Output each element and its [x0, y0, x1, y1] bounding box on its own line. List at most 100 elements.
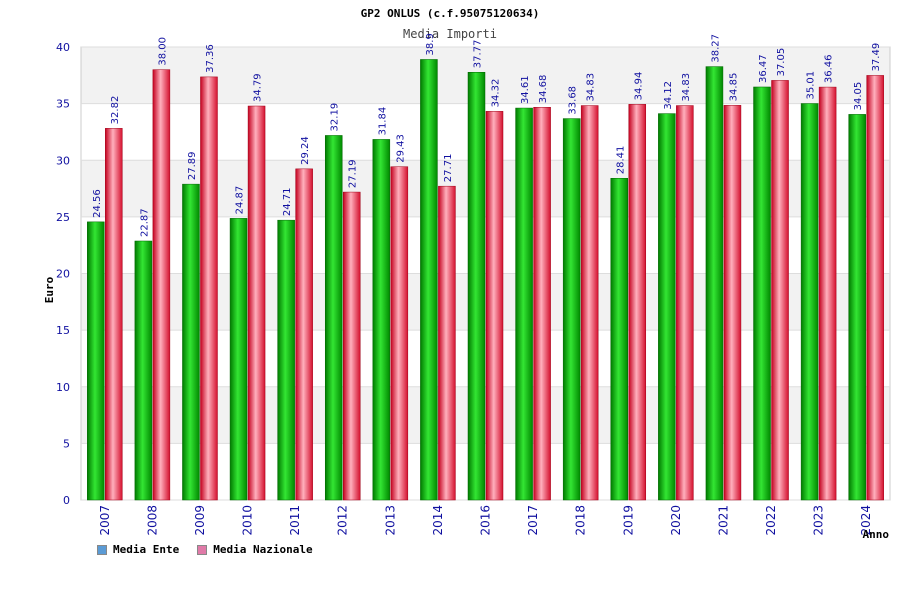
data-label: 34.68	[538, 75, 549, 104]
y-axis: 0 5 10 15 20 25 30 35 40	[56, 41, 70, 507]
bar-media-ente	[420, 59, 438, 501]
data-label: 37.49	[871, 43, 882, 72]
y-tick-label: 25	[56, 211, 70, 224]
x-tick-label: 2020	[669, 505, 683, 536]
x-tick-label: 2008	[145, 505, 159, 536]
bar-media-nazionale	[866, 75, 884, 501]
bar-media-nazionale	[342, 191, 361, 501]
bar-media-nazionale	[105, 128, 123, 501]
y-tick-label: 40	[56, 41, 70, 54]
bar-media-nazionale	[152, 69, 171, 501]
bar-media-ente	[134, 240, 153, 501]
data-label: 29.24	[300, 136, 311, 165]
data-label: 36.46	[824, 54, 835, 83]
bar-media-ente	[87, 221, 105, 501]
data-label: 35.01	[806, 71, 817, 100]
x-tick-label: 2016	[479, 505, 493, 536]
bar-media-nazionale	[580, 105, 599, 501]
bar-media-nazionale	[771, 80, 789, 501]
data-label: 38.27	[710, 34, 721, 63]
bar-media-ente	[562, 118, 581, 501]
y-axis-label: Euro	[43, 276, 56, 303]
x-tick-label: 2024	[859, 505, 873, 536]
bar-media-ente	[848, 114, 866, 501]
data-label: 34.61	[520, 75, 531, 104]
bar-media-ente	[372, 139, 391, 501]
bar-media-nazionale	[485, 111, 504, 501]
data-label: 28.41	[615, 146, 626, 175]
x-axis: 2007 2008 2009 2010 2011 2012 2013 2014 2016 2017…	[98, 505, 873, 536]
data-label: 37.36	[205, 44, 216, 73]
bar-media-nazionale	[390, 166, 409, 501]
bar-media-ente	[705, 66, 724, 501]
x-tick-label: 2021	[716, 505, 730, 536]
data-label: 31.84	[377, 107, 388, 136]
bar-media-ente	[610, 178, 629, 501]
legend-item-ente: Media Ente	[97, 543, 179, 556]
bar-media-nazionale	[533, 106, 551, 501]
x-tick-label: 2019	[621, 505, 635, 536]
y-tick-label: 15	[56, 324, 70, 337]
data-label: 34.85	[728, 73, 739, 102]
legend: Media Ente Media Nazionale	[97, 543, 313, 556]
legend-swatch-nazionale	[197, 544, 208, 555]
bar-media-ente	[658, 113, 676, 501]
data-label: 37.05	[776, 48, 787, 77]
data-label: 24.56	[92, 189, 103, 218]
bar-media-nazionale	[438, 185, 456, 501]
data-label: 34.79	[253, 73, 264, 102]
x-tick-label: 2012	[336, 505, 350, 536]
data-label: 27.89	[187, 152, 198, 181]
bar-media-nazionale	[723, 105, 742, 501]
x-axis-label: Anno	[863, 528, 890, 541]
data-label: 22.87	[139, 208, 150, 237]
bar-media-nazionale	[628, 104, 647, 501]
bar-media-nazionale	[295, 168, 313, 501]
data-label: 34.83	[681, 73, 692, 102]
data-label: 38.00	[157, 37, 168, 66]
data-label: 32.19	[330, 103, 341, 132]
x-tick-label: 2014	[431, 505, 445, 536]
x-tick-label: 2010	[241, 505, 255, 536]
data-label: 29.43	[395, 134, 406, 163]
x-tick-label: 2009	[193, 505, 207, 536]
legend-item-nazionale: Media Nazionale	[197, 543, 313, 556]
x-tick-label: 2023	[812, 505, 826, 536]
data-label: 34.32	[491, 79, 502, 108]
y-tick-label: 20	[56, 268, 70, 281]
y-tick-label: 35	[56, 98, 70, 111]
bar-media-nazionale	[676, 105, 694, 501]
chart-subtitle: Media Importi	[403, 27, 497, 41]
bar-media-ente	[229, 218, 248, 501]
x-tick-label: 2022	[764, 505, 778, 536]
y-tick-label: 10	[56, 381, 70, 394]
bar-media-ente	[515, 107, 533, 501]
data-label: 27.19	[348, 159, 359, 188]
x-tick-label: 2018	[574, 505, 588, 536]
bars	[87, 59, 884, 501]
data-label: 34.83	[586, 73, 597, 102]
x-tick-label: 2007	[98, 505, 112, 536]
x-tick-label: 2017	[526, 505, 540, 536]
data-label: 37.77	[473, 40, 484, 69]
bar-media-ente	[182, 183, 200, 501]
legend-swatch-ente	[97, 544, 107, 555]
bar-media-ente	[324, 135, 343, 501]
y-tick-label: 30	[56, 154, 70, 167]
x-tick-label: 2011	[288, 505, 302, 536]
data-label: 32.82	[110, 96, 121, 125]
bar-media-ente	[753, 86, 771, 501]
data-label: 34.12	[663, 81, 674, 110]
y-tick-label: 0	[63, 494, 70, 507]
bar-media-ente	[800, 103, 819, 501]
bar-media-nazionale	[818, 86, 837, 501]
bar-media-nazionale	[247, 105, 266, 501]
y-tick-label: 5	[63, 437, 70, 450]
x-tick-label: 2013	[383, 505, 397, 536]
legend-label-ente: Media Ente	[113, 543, 180, 556]
data-label: 34.94	[633, 72, 644, 101]
data-label: 33.68	[568, 86, 579, 115]
data-label: 34.05	[853, 82, 864, 111]
data-label: 24.71	[282, 188, 293, 217]
